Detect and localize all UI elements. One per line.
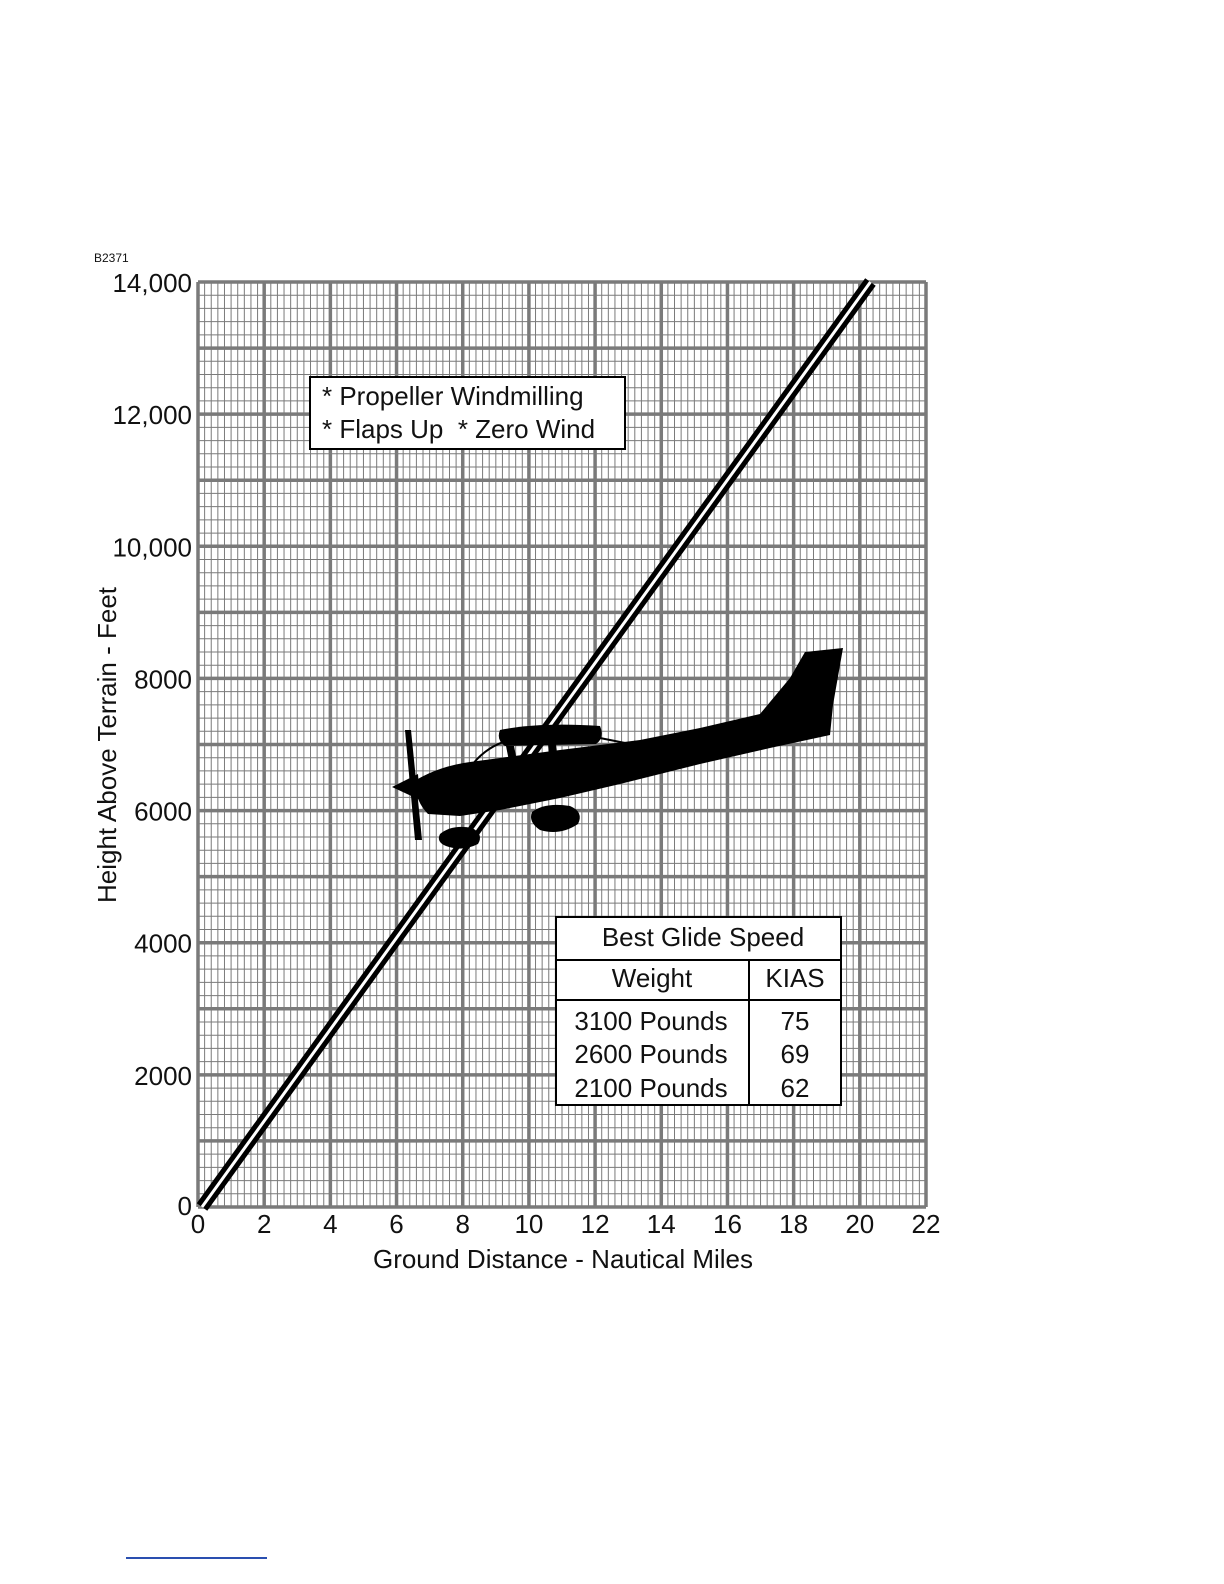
y-tick-label: 8000 [134,664,192,694]
x-tick-label: 22 [912,1209,941,1239]
y-tick-label: 2000 [134,1061,192,1091]
table-title: Best Glide Speed [602,922,804,952]
airplane-icon [392,648,843,849]
table-kias-cell: 69 [781,1039,810,1069]
conditions-note-box [309,376,626,450]
x-tick-label: 4 [323,1209,337,1239]
conditions-line-2: * Flaps Up * Zero Wind [322,414,595,444]
table-weight-cell: 2600 Pounds [574,1039,727,1069]
y-tick-label: 10,000 [112,532,192,562]
y-tick-label: 12,000 [112,400,192,430]
table-kias-cell: 62 [781,1073,810,1103]
x-axis-ticks: 0 2 4 6 8 10 12 14 16 18 20 22 [191,1209,941,1239]
x-tick-label: 12 [581,1209,610,1239]
conditions-line-1: * Propeller Windmilling [322,381,584,411]
x-axis-label: Ground Distance - Nautical Miles [373,1244,753,1274]
y-axis-ticks: 0 2000 4000 6000 8000 10,000 12,000 14,000 [112,268,192,1221]
x-tick-label: 10 [514,1209,543,1239]
table-header-weight: Weight [612,963,693,993]
table-kias-cell: 75 [781,1006,810,1036]
table-weight-cell: 2100 Pounds [574,1073,727,1103]
table-header-kias: KIAS [765,963,824,993]
x-tick-label: 6 [389,1209,403,1239]
x-tick-label: 0 [191,1209,205,1239]
y-tick-label: 6000 [134,797,192,827]
x-tick-label: 20 [845,1209,874,1239]
y-tick-label: 0 [178,1191,192,1221]
figure-code: B2371 [94,251,129,265]
table-weight-cell: 3100 Pounds [574,1006,727,1036]
x-tick-label: 2 [257,1209,271,1239]
conditions-note: * Propeller Windmilling * Flaps Up * Zer… [309,376,626,450]
y-tick-label: 4000 [134,929,192,959]
footer-rule [126,1557,267,1559]
x-tick-label: 18 [779,1209,808,1239]
x-tick-label: 8 [455,1209,469,1239]
table-frame [555,916,842,1106]
x-tick-label: 16 [713,1209,742,1239]
y-axis-label: Height Above Terrain - Feet [92,586,122,903]
best-glide-table: Best Glide Speed Weight KIAS 3100 Pounds… [555,916,842,1106]
x-tick-label: 14 [647,1209,676,1239]
y-tick-label: 14,000 [112,268,192,298]
